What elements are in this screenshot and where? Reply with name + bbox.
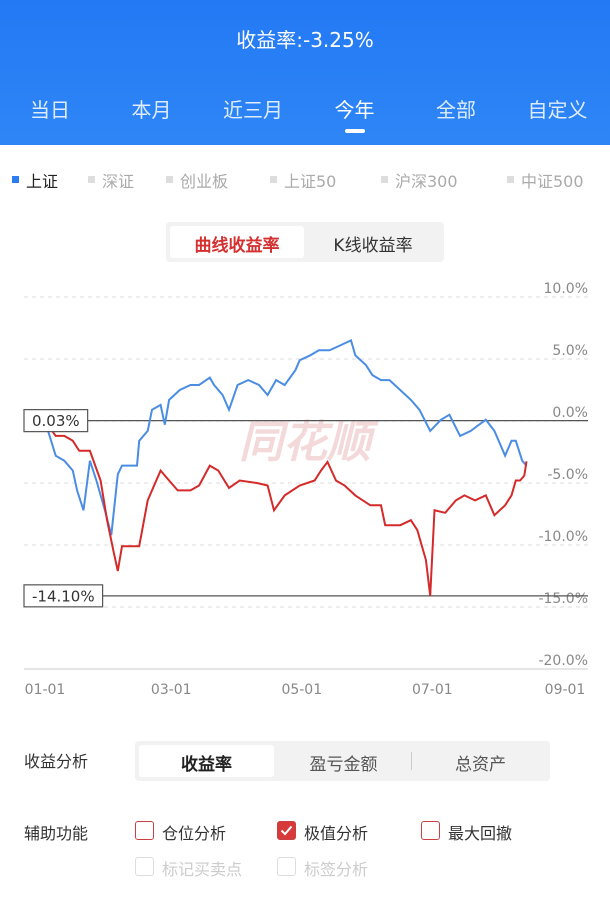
index-tab[interactable]: 中证500 [521, 172, 584, 191]
annotation-label: 0.03% [32, 412, 80, 430]
checkbox [135, 857, 154, 876]
tab-indicator [344, 129, 365, 133]
x-tick-label: 05-01 [281, 682, 322, 698]
checkbox [277, 857, 296, 876]
toggle-option[interactable]: 曲线收益率 [194, 236, 280, 256]
segment-option[interactable]: 盈亏金额 [309, 755, 378, 775]
period-tab[interactable]: 当日 [30, 98, 70, 122]
annotation-box [23, 409, 89, 433]
toggle-option[interactable]: K线收益率 [333, 236, 413, 256]
checkbox[interactable] [277, 821, 296, 840]
segment-divider [411, 752, 412, 770]
period-tab[interactable]: 全部 [436, 98, 476, 122]
index-dot [381, 176, 388, 183]
index-tab[interactable]: 沪深300 [395, 172, 458, 191]
chart: 同花顺 10.0% 5.0% 0.0% -5.0% -10.0% -15.0% -20.0% 0… [23, 281, 588, 698]
x-tick-label: 09-01 [545, 682, 586, 698]
index-dot [166, 176, 173, 183]
checkbox[interactable] [135, 821, 154, 840]
period-tab[interactable]: 自定义 [527, 98, 588, 122]
y-tick-label: 0.0% [552, 405, 588, 421]
checkbox-label[interactable]: 仓位分析 [162, 824, 227, 843]
y-tick-label: -5.0% [547, 467, 588, 483]
index-dot [12, 176, 19, 183]
y-tick-label: 5.0% [552, 343, 588, 359]
period-tab[interactable]: 本月 [131, 98, 172, 122]
checkbox[interactable] [421, 821, 440, 840]
annotation-box [23, 584, 104, 608]
index-tab[interactable]: 上证 [26, 172, 59, 191]
series-line [44, 338, 528, 536]
index-dot [270, 176, 277, 183]
index-tab[interactable]: 深证 [102, 172, 135, 191]
period-tab[interactable]: 今年 [334, 98, 375, 122]
watermark: 同花顺 [239, 417, 379, 468]
segment-option[interactable]: 总资产 [455, 755, 506, 775]
y-tick-label: -20.0% [538, 653, 588, 669]
index-dot [88, 176, 95, 183]
period-tab[interactable]: 近三月 [223, 98, 283, 122]
annotation-label: -14.10% [32, 587, 95, 605]
check-mark [280, 825, 293, 836]
y-tick-label: -15.0% [538, 591, 588, 607]
index-dot [507, 176, 514, 183]
x-tick-label: 07-01 [412, 682, 453, 698]
y-tick-label: -10.0% [538, 529, 588, 545]
checkbox-label: 标签分析 [304, 860, 369, 879]
tools-label: 辅助功能 [24, 824, 89, 843]
series-line [44, 420, 528, 596]
checkbox-label[interactable]: 最大回撤 [448, 824, 513, 843]
header-title: 收益率:-3.25% [236, 28, 374, 52]
header: 收益率:-3.25% [0, 0, 610, 145]
toggle-active [170, 226, 304, 258]
y-tick-label: 10.0% [544, 281, 588, 297]
segment-option[interactable]: 收益率 [181, 755, 232, 775]
x-tick-label: 01-01 [25, 682, 66, 698]
x-tick-label: 03-01 [151, 682, 192, 698]
analysis-label: 收益分析 [24, 752, 89, 771]
index-tab[interactable]: 上证50 [284, 172, 337, 191]
index-tab[interactable]: 创业板 [180, 172, 229, 191]
checkbox-label: 标记买卖点 [162, 860, 243, 879]
segment-active [139, 745, 274, 777]
checkbox-label[interactable]: 极值分析 [304, 824, 369, 843]
